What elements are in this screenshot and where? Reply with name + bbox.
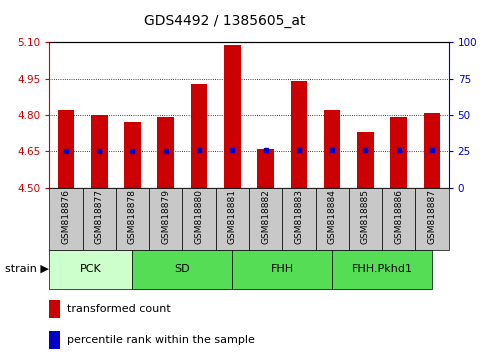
- Bar: [149, 188, 182, 250]
- Bar: [332, 250, 432, 289]
- Bar: [382, 188, 415, 250]
- Text: GSM818878: GSM818878: [128, 189, 137, 245]
- Bar: [49, 300, 61, 318]
- Bar: [232, 250, 332, 289]
- Bar: [324, 110, 341, 188]
- Text: GSM818884: GSM818884: [328, 189, 337, 244]
- Bar: [349, 188, 382, 250]
- Bar: [124, 122, 141, 188]
- Text: GSM818885: GSM818885: [361, 189, 370, 245]
- Bar: [133, 250, 232, 289]
- Text: transformed count: transformed count: [67, 304, 171, 314]
- Bar: [415, 188, 449, 250]
- Bar: [58, 110, 74, 188]
- Text: GSM818883: GSM818883: [294, 189, 303, 245]
- Text: SD: SD: [175, 264, 190, 274]
- Bar: [423, 113, 440, 188]
- Bar: [316, 188, 349, 250]
- Bar: [91, 115, 107, 188]
- Bar: [290, 81, 307, 188]
- Text: strain ▶: strain ▶: [5, 264, 49, 274]
- Bar: [49, 188, 82, 250]
- Text: FHH.Pkhd1: FHH.Pkhd1: [352, 264, 413, 274]
- Text: percentile rank within the sample: percentile rank within the sample: [67, 335, 255, 345]
- Bar: [249, 188, 282, 250]
- Text: GSM818882: GSM818882: [261, 189, 270, 244]
- Text: GSM818886: GSM818886: [394, 189, 403, 245]
- Bar: [83, 188, 116, 250]
- Text: FHH: FHH: [271, 264, 294, 274]
- Bar: [390, 118, 407, 188]
- Bar: [191, 84, 208, 188]
- Text: GSM818881: GSM818881: [228, 189, 237, 245]
- Bar: [215, 188, 249, 250]
- Bar: [224, 45, 241, 188]
- Bar: [357, 132, 374, 188]
- Text: GSM818879: GSM818879: [161, 189, 170, 245]
- Text: GSM818876: GSM818876: [62, 189, 70, 245]
- Text: GSM818880: GSM818880: [195, 189, 204, 245]
- Text: GDS4492 / 1385605_at: GDS4492 / 1385605_at: [143, 14, 305, 28]
- Bar: [116, 188, 149, 250]
- Bar: [182, 188, 215, 250]
- Bar: [282, 188, 316, 250]
- Bar: [257, 149, 274, 188]
- Bar: [49, 331, 61, 349]
- Bar: [49, 250, 133, 289]
- Bar: [157, 118, 174, 188]
- Text: GSM818887: GSM818887: [427, 189, 436, 245]
- Text: GSM818877: GSM818877: [95, 189, 104, 245]
- Text: PCK: PCK: [80, 264, 102, 274]
